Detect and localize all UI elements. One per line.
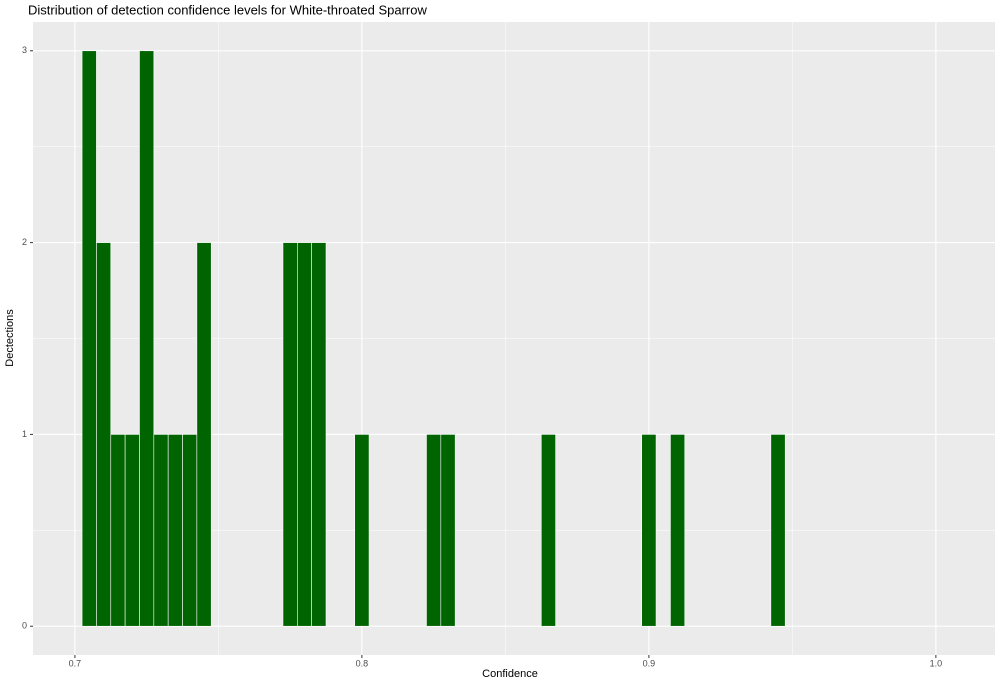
bar (297, 242, 312, 627)
bar (670, 434, 686, 627)
y-tick-label: 1 (22, 429, 27, 439)
bar (282, 242, 298, 627)
bar (196, 242, 212, 627)
bar (182, 434, 198, 627)
bar (167, 434, 183, 627)
y-axis-label: Dectections (4, 309, 16, 367)
bar (81, 50, 97, 627)
bar (540, 434, 556, 627)
bar (641, 434, 657, 627)
y-tick-label: 2 (22, 237, 27, 247)
bar (440, 434, 456, 627)
x-tick-label: 1.0 (930, 658, 943, 668)
bar (426, 434, 442, 627)
bar (110, 434, 126, 627)
bar (96, 242, 112, 627)
bar (153, 434, 169, 627)
x-axis-label: Confidence (482, 668, 538, 680)
bar (311, 242, 327, 627)
x-tick-label: 0.7 (69, 658, 82, 668)
bar (124, 434, 140, 627)
chart-title: Distribution of detection confidence lev… (28, 2, 427, 17)
y-tick-label: 3 (22, 45, 27, 55)
bar (139, 50, 155, 627)
bar (770, 434, 786, 627)
bar (354, 434, 370, 627)
y-tick-label: 0 (22, 621, 27, 631)
x-tick-label: 0.8 (356, 658, 369, 668)
x-tick-label: 0.9 (643, 658, 656, 668)
